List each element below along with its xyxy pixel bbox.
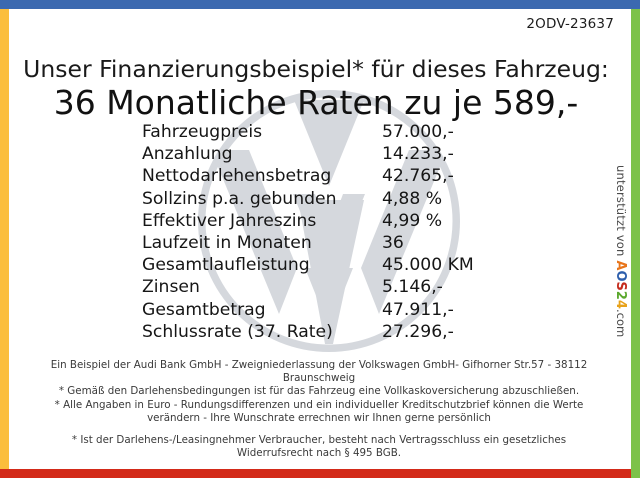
logo-digit-2: 2 [613, 290, 628, 300]
logo-letter-o: O [613, 270, 628, 282]
row-value: 4,88 % [382, 188, 443, 209]
row-value: 14.233,- [382, 144, 454, 165]
disclaimer-line: Ein Beispiel der Audi Bank GmbH - Zweign… [50, 359, 588, 371]
table-row: Laufzeit in Monaten 36 [142, 233, 502, 255]
table-row: Gesamtlaufleistung 45.000 KM [142, 255, 502, 277]
table-row: Sollzins p.a. gebunden 4,88 % [142, 189, 502, 211]
support-credit-prefix: unterstützt von [614, 165, 628, 261]
page-subtitle: 36 Monatliche Raten zu je 589,- [53, 83, 579, 122]
row-value: 36 [382, 232, 404, 253]
row-value: 47.911,- [382, 299, 454, 320]
disclaimer-line: * Alle Angaben in Euro - Rundungsdiffere… [54, 398, 584, 411]
row-value: 57.000,- [382, 122, 454, 142]
row-label: Schlussrate (37. Rate) [142, 321, 333, 342]
logo-digit-4: 4 [613, 299, 628, 309]
row-label: Anzahlung [142, 144, 233, 165]
table-row: Anzahlung 14.233,- [142, 144, 502, 166]
row-value: 27.296,- [382, 321, 454, 342]
table-row: Gesamtbetrag 47.911,- [142, 300, 502, 322]
row-label: Sollzins p.a. gebunden [142, 188, 337, 209]
page-title: Unser Finanzierungsbeispiel* für dieses … [23, 55, 609, 83]
reference-number: 2ODV-23637 [526, 16, 614, 32]
row-value: 42.765,- [382, 166, 454, 187]
disclaimer-line: Widerrufsrecht nach § 495 BGB. [236, 447, 402, 460]
logo-domain-suffix: .com [614, 308, 628, 338]
row-value: 45.000 KM [382, 255, 474, 276]
disclaimer-line: * Gemäß den Darlehensbedingungen ist für… [58, 385, 580, 398]
row-value: 5.146,- [382, 277, 443, 298]
disclaimer-spacer [34, 425, 604, 434]
frame-edge-left [0, 9, 9, 470]
table-row: Nettodarlehensbetrag 42.765,- [142, 166, 502, 188]
disclaimer-line: * Ist der Darlehens-/Leasingnehmer Verbr… [71, 434, 567, 447]
table-row: Fahrzeugpreis 57.000,- [142, 122, 502, 144]
row-label: Fahrzeugpreis [142, 122, 263, 142]
support-credit-text: unterstützt von AOS24.com [613, 165, 628, 337]
disclaimer-line: Braunschweig [282, 372, 356, 385]
row-label: Zinsen [142, 277, 200, 298]
row-label: Gesamtbetrag [142, 299, 266, 320]
frame-edge-bottom [0, 469, 631, 478]
legal-disclaimer: Ein Beispiel der Audi Bank GmbH - Zweign… [34, 359, 604, 460]
row-value: 4,99 % [382, 210, 443, 231]
row-label: Laufzeit in Monaten [142, 232, 312, 253]
table-row: Schlussrate (37. Rate) 27.296,- [142, 322, 502, 344]
finance-table: Fahrzeugpreis 57.000,- Anzahlung 14.233,… [142, 122, 502, 344]
table-row: Effektiver Jahreszins 4,99 % [142, 211, 502, 233]
aos24-logo[interactable]: AOS24.com [613, 260, 628, 337]
support-credit: unterstützt von AOS24.com [609, 165, 631, 365]
table-row: Zinsen 5.146,- [142, 277, 502, 299]
disclaimer-line: verändern - Ihre Wunschrate errechnen wi… [147, 411, 491, 424]
logo-letter-a: A [613, 260, 628, 271]
logo-letter-s: S [613, 281, 628, 291]
row-label: Gesamtlaufleistung [142, 255, 310, 276]
row-label: Effektiver Jahreszins [142, 210, 317, 231]
row-label: Nettodarlehensbetrag [142, 166, 332, 187]
frame-edge-top [0, 0, 640, 9]
frame-edge-right [631, 9, 640, 478]
